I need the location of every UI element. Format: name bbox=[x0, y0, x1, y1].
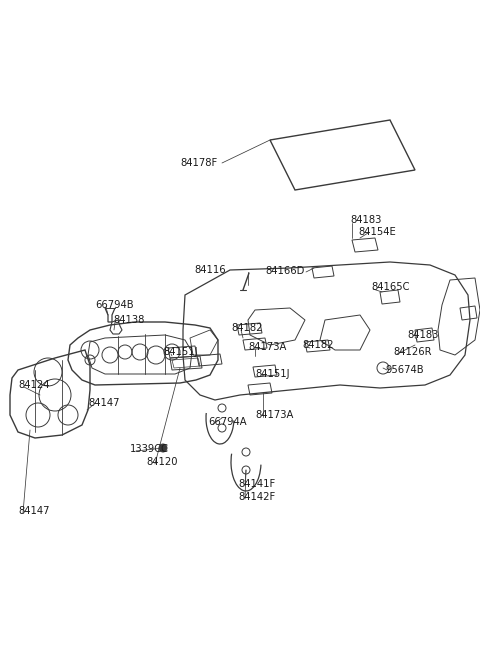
Text: 84138: 84138 bbox=[113, 315, 144, 325]
Text: 84142F: 84142F bbox=[238, 492, 275, 502]
Text: 84182: 84182 bbox=[302, 340, 334, 350]
Text: 84182: 84182 bbox=[231, 323, 263, 333]
Text: 95674B: 95674B bbox=[385, 365, 424, 375]
Text: 84151J: 84151J bbox=[163, 347, 197, 357]
Text: 1339CC: 1339CC bbox=[130, 444, 169, 454]
Text: 84147: 84147 bbox=[88, 398, 120, 408]
Text: 84173A: 84173A bbox=[248, 342, 287, 352]
Text: 84183: 84183 bbox=[350, 215, 382, 225]
Text: 66794B: 66794B bbox=[95, 300, 133, 310]
Text: 84120: 84120 bbox=[146, 457, 178, 467]
Text: 84166D: 84166D bbox=[265, 266, 305, 276]
Text: 84165C: 84165C bbox=[371, 282, 409, 292]
Circle shape bbox=[159, 444, 167, 452]
Text: 84147: 84147 bbox=[18, 506, 49, 516]
Text: 84141F: 84141F bbox=[238, 479, 275, 489]
Text: 84183: 84183 bbox=[407, 330, 438, 340]
Text: 84126R: 84126R bbox=[393, 347, 432, 357]
Text: 66794A: 66794A bbox=[208, 417, 247, 427]
Text: 84178F: 84178F bbox=[181, 158, 218, 168]
Text: 84151J: 84151J bbox=[255, 369, 289, 379]
Text: 84124: 84124 bbox=[18, 380, 49, 390]
Text: 84154E: 84154E bbox=[358, 227, 396, 237]
Text: 84173A: 84173A bbox=[255, 410, 293, 420]
Text: 84116: 84116 bbox=[194, 265, 226, 275]
